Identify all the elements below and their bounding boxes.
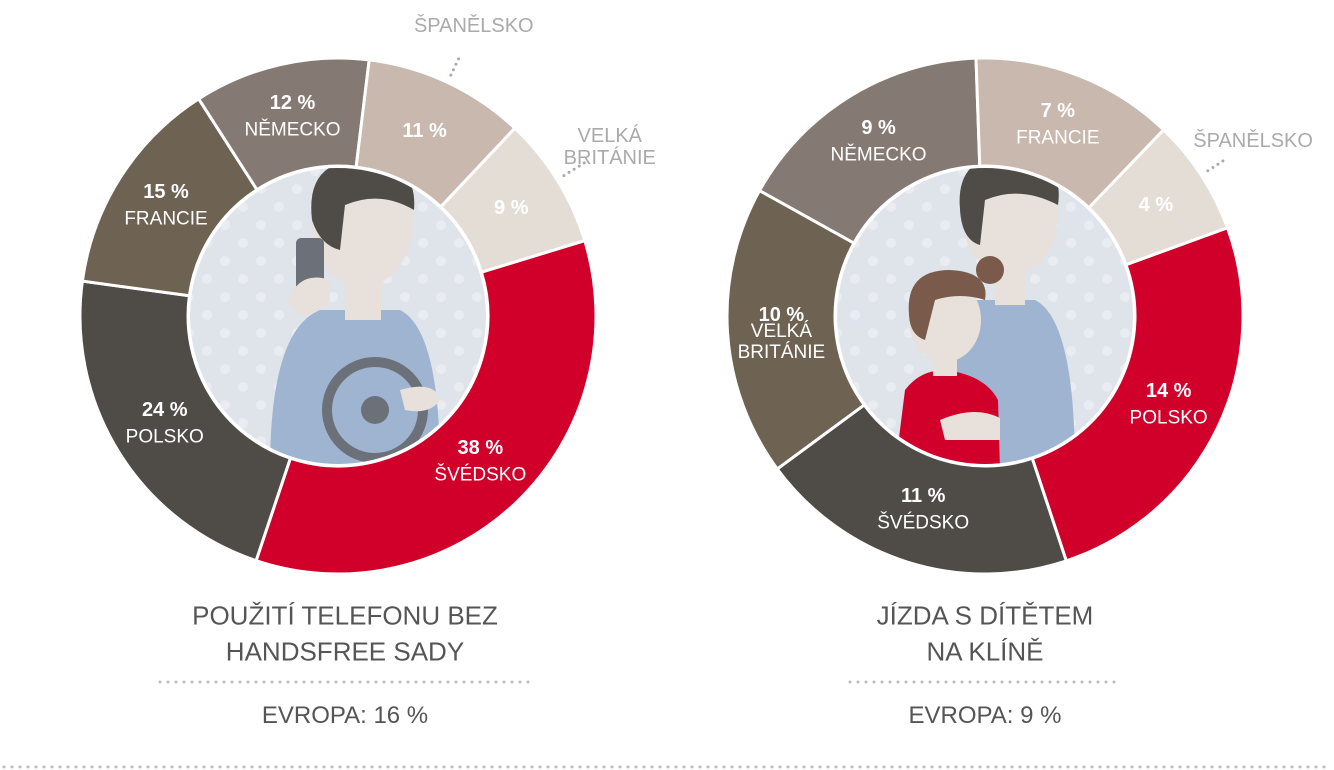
category-label: FRANCIE xyxy=(124,208,208,230)
category-label: ŠPANĚLSKO xyxy=(1193,130,1313,153)
leader-line xyxy=(1206,156,1230,173)
category-label: ŠPANĚLSKO xyxy=(413,15,534,38)
value-label: 38 % xyxy=(457,437,504,460)
leader-line xyxy=(449,51,463,77)
value-label: 24 % xyxy=(141,398,188,421)
donut-segment xyxy=(1086,127,1230,267)
category-label: POLSKO xyxy=(1129,407,1208,429)
value-label: 11 % xyxy=(402,120,447,143)
illustration xyxy=(837,168,1133,464)
chart-title: POUŽITÍ TELEFONU BEZ HANDSFREE SADY xyxy=(192,600,498,667)
illustration xyxy=(190,168,486,464)
donut-segment xyxy=(1030,225,1245,563)
value-label: 12 % xyxy=(269,92,316,115)
category-label: VELKÁ BRITÁNIE xyxy=(737,321,826,363)
chart-subtitle: EVROPA: 9 % xyxy=(908,701,1062,729)
category-label: ŠVÉDSKO xyxy=(877,512,970,534)
category-label: VELKÁ BRITÁNIE xyxy=(563,125,656,170)
value-label: 15 % xyxy=(143,181,189,204)
donut-segment xyxy=(775,402,1069,576)
category-label: NĚMECKO xyxy=(830,144,927,166)
donut-segment xyxy=(254,238,598,576)
value-label: 7 % xyxy=(1040,100,1076,123)
donut-segment xyxy=(78,279,293,563)
donut-segment xyxy=(725,188,867,472)
chart-title: JÍZDA S DÍTĚTEM NA KLÍNĚ xyxy=(876,600,1094,667)
chart-subtitle: EVROPA: 16 % xyxy=(261,701,429,729)
value-label: 9 % xyxy=(494,197,529,220)
value-label: 9 % xyxy=(861,116,896,139)
value-label: 4 % xyxy=(1138,193,1174,216)
category-label: NĚMECKO xyxy=(244,119,341,141)
category-label: POLSKO xyxy=(125,426,204,448)
value-label: 10 % xyxy=(758,303,805,326)
value-label: 14 % xyxy=(1145,379,1192,402)
donut-segment xyxy=(438,126,587,275)
category-label: FRANCIE xyxy=(1016,127,1100,149)
category-label: ŠVÉDSKO xyxy=(434,464,527,486)
leader-line xyxy=(562,161,586,178)
value-label: 11 % xyxy=(900,485,946,508)
